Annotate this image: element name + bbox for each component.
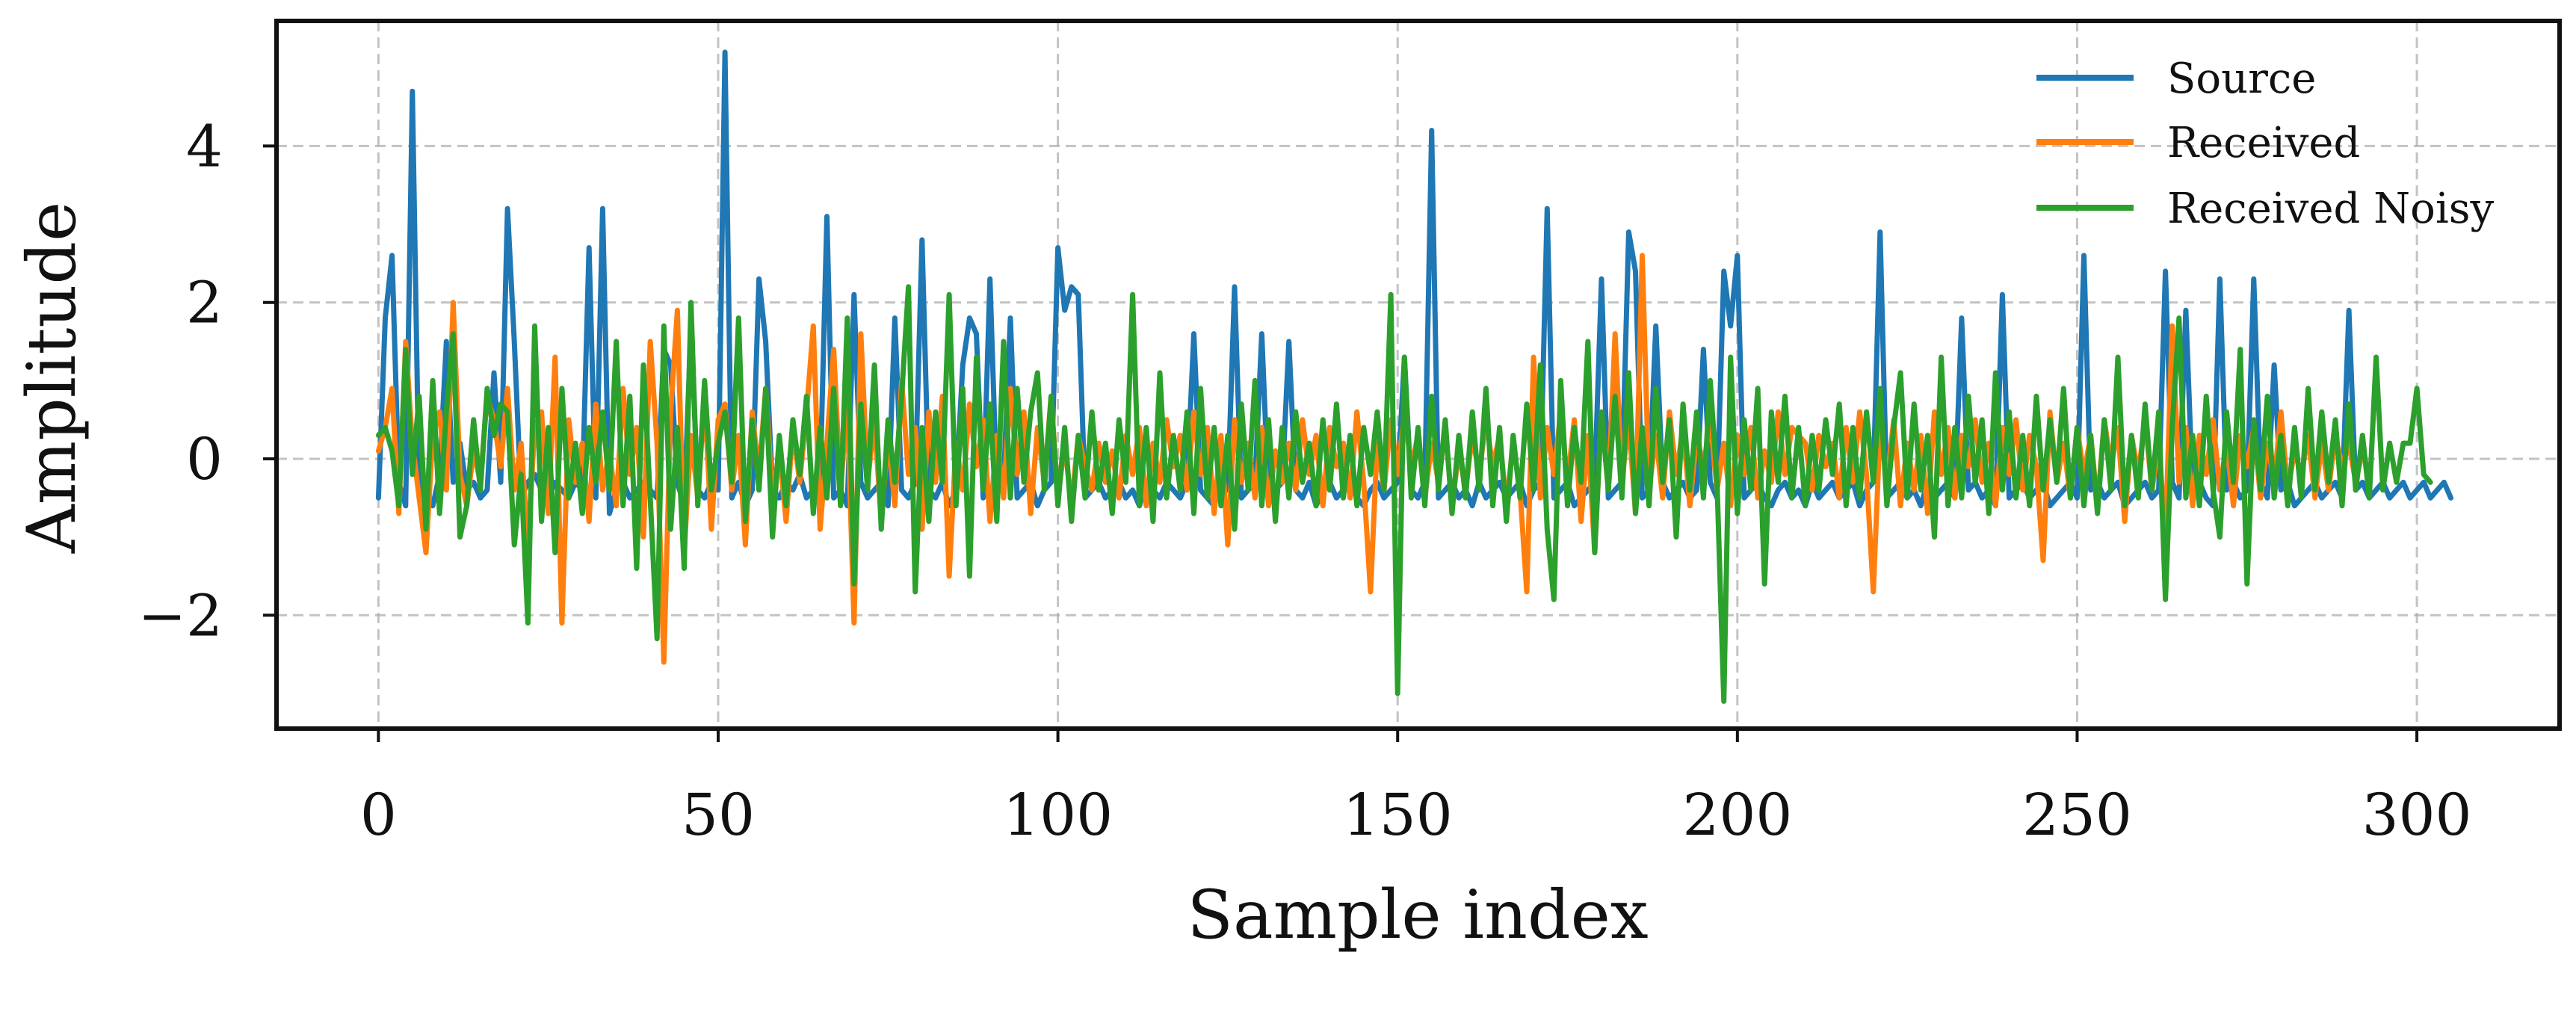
legend-label-source: Source — [2167, 55, 2316, 103]
y-tick-label: −2 — [138, 583, 223, 649]
x-tick-label: 50 — [682, 782, 755, 849]
y-tick-label: 2 — [186, 271, 223, 337]
series-line-received — [375, 253, 2372, 665]
y-axis: −2 0 2 4 — [138, 114, 277, 649]
x-tick-label: 0 — [360, 782, 397, 849]
x-tick-label: 150 — [1343, 782, 1453, 849]
x-tick-label: 200 — [1682, 782, 1792, 849]
series-line-source — [375, 49, 2453, 516]
series-layer — [375, 49, 2453, 704]
x-tick-label: 300 — [2362, 782, 2472, 849]
y-tick-label: 4 — [186, 114, 223, 180]
x-tick-label: 250 — [2022, 782, 2132, 849]
series-line-received-noisy — [375, 284, 2433, 704]
legend-label-received-noisy: Received Noisy — [2167, 185, 2495, 233]
y-tick-label: 0 — [186, 427, 223, 493]
legend-label-received: Received — [2167, 119, 2360, 167]
x-axis: 0 50 100 150 200 250 300 — [360, 729, 2472, 849]
x-axis-title: Sample index — [1187, 876, 1648, 954]
plot-frame — [274, 19, 2562, 731]
y-axis-title: Amplitude — [13, 202, 91, 554]
legend: Source Received Received Noisy — [2036, 55, 2495, 233]
x-tick-label: 100 — [1003, 782, 1113, 849]
